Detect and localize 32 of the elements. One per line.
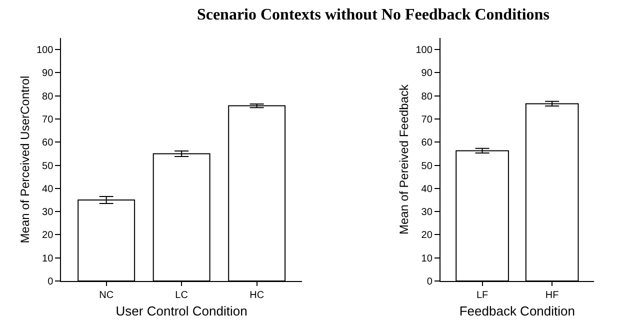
y-tick-label: 30 <box>421 207 433 218</box>
x-axis-title: Feedback Condition <box>459 304 576 319</box>
y-axis-title: Mean of Pereived Feedback <box>397 83 412 235</box>
y-tick-label: 100 <box>416 45 433 56</box>
y-tick-label: 50 <box>42 160 54 172</box>
y-tick-label: 80 <box>421 91 433 102</box>
y-axis-title: Mean of Perceived UserControl <box>18 76 32 244</box>
y-tick-label: 90 <box>421 68 433 80</box>
x-tick-label: LC <box>175 290 188 301</box>
y-tick-label: 0 <box>426 276 433 288</box>
x-tick-label: HC <box>250 290 264 301</box>
x-axis-title: User Control Condition <box>116 304 248 319</box>
y-tick-label: 70 <box>421 114 433 126</box>
x-tick-label: NC <box>99 290 114 301</box>
y-tick-label: 10 <box>42 253 54 264</box>
y-tick-label: 20 <box>421 230 433 242</box>
y-tick-label: 50 <box>421 160 433 172</box>
y-tick-label: 40 <box>421 184 433 195</box>
y-tick-label: 30 <box>42 207 54 218</box>
y-tick-label: 70 <box>42 114 54 126</box>
y-tick-label: 0 <box>48 276 54 288</box>
y-tick-label: 100 <box>36 45 54 56</box>
y-tick-label: 80 <box>42 91 54 102</box>
x-tick-label: LF <box>476 290 488 301</box>
y-tick-label: 60 <box>421 138 433 149</box>
y-tick-label: 10 <box>421 253 433 264</box>
y-tick-label: 60 <box>42 138 54 149</box>
x-tick-label: HF <box>545 290 559 301</box>
y-tick-label: 20 <box>42 230 54 242</box>
y-tick-label: 90 <box>42 68 54 80</box>
y-tick-label: 40 <box>42 184 54 195</box>
text: Scenario Contexts without No Feedback Conditions <box>196 6 550 24</box>
